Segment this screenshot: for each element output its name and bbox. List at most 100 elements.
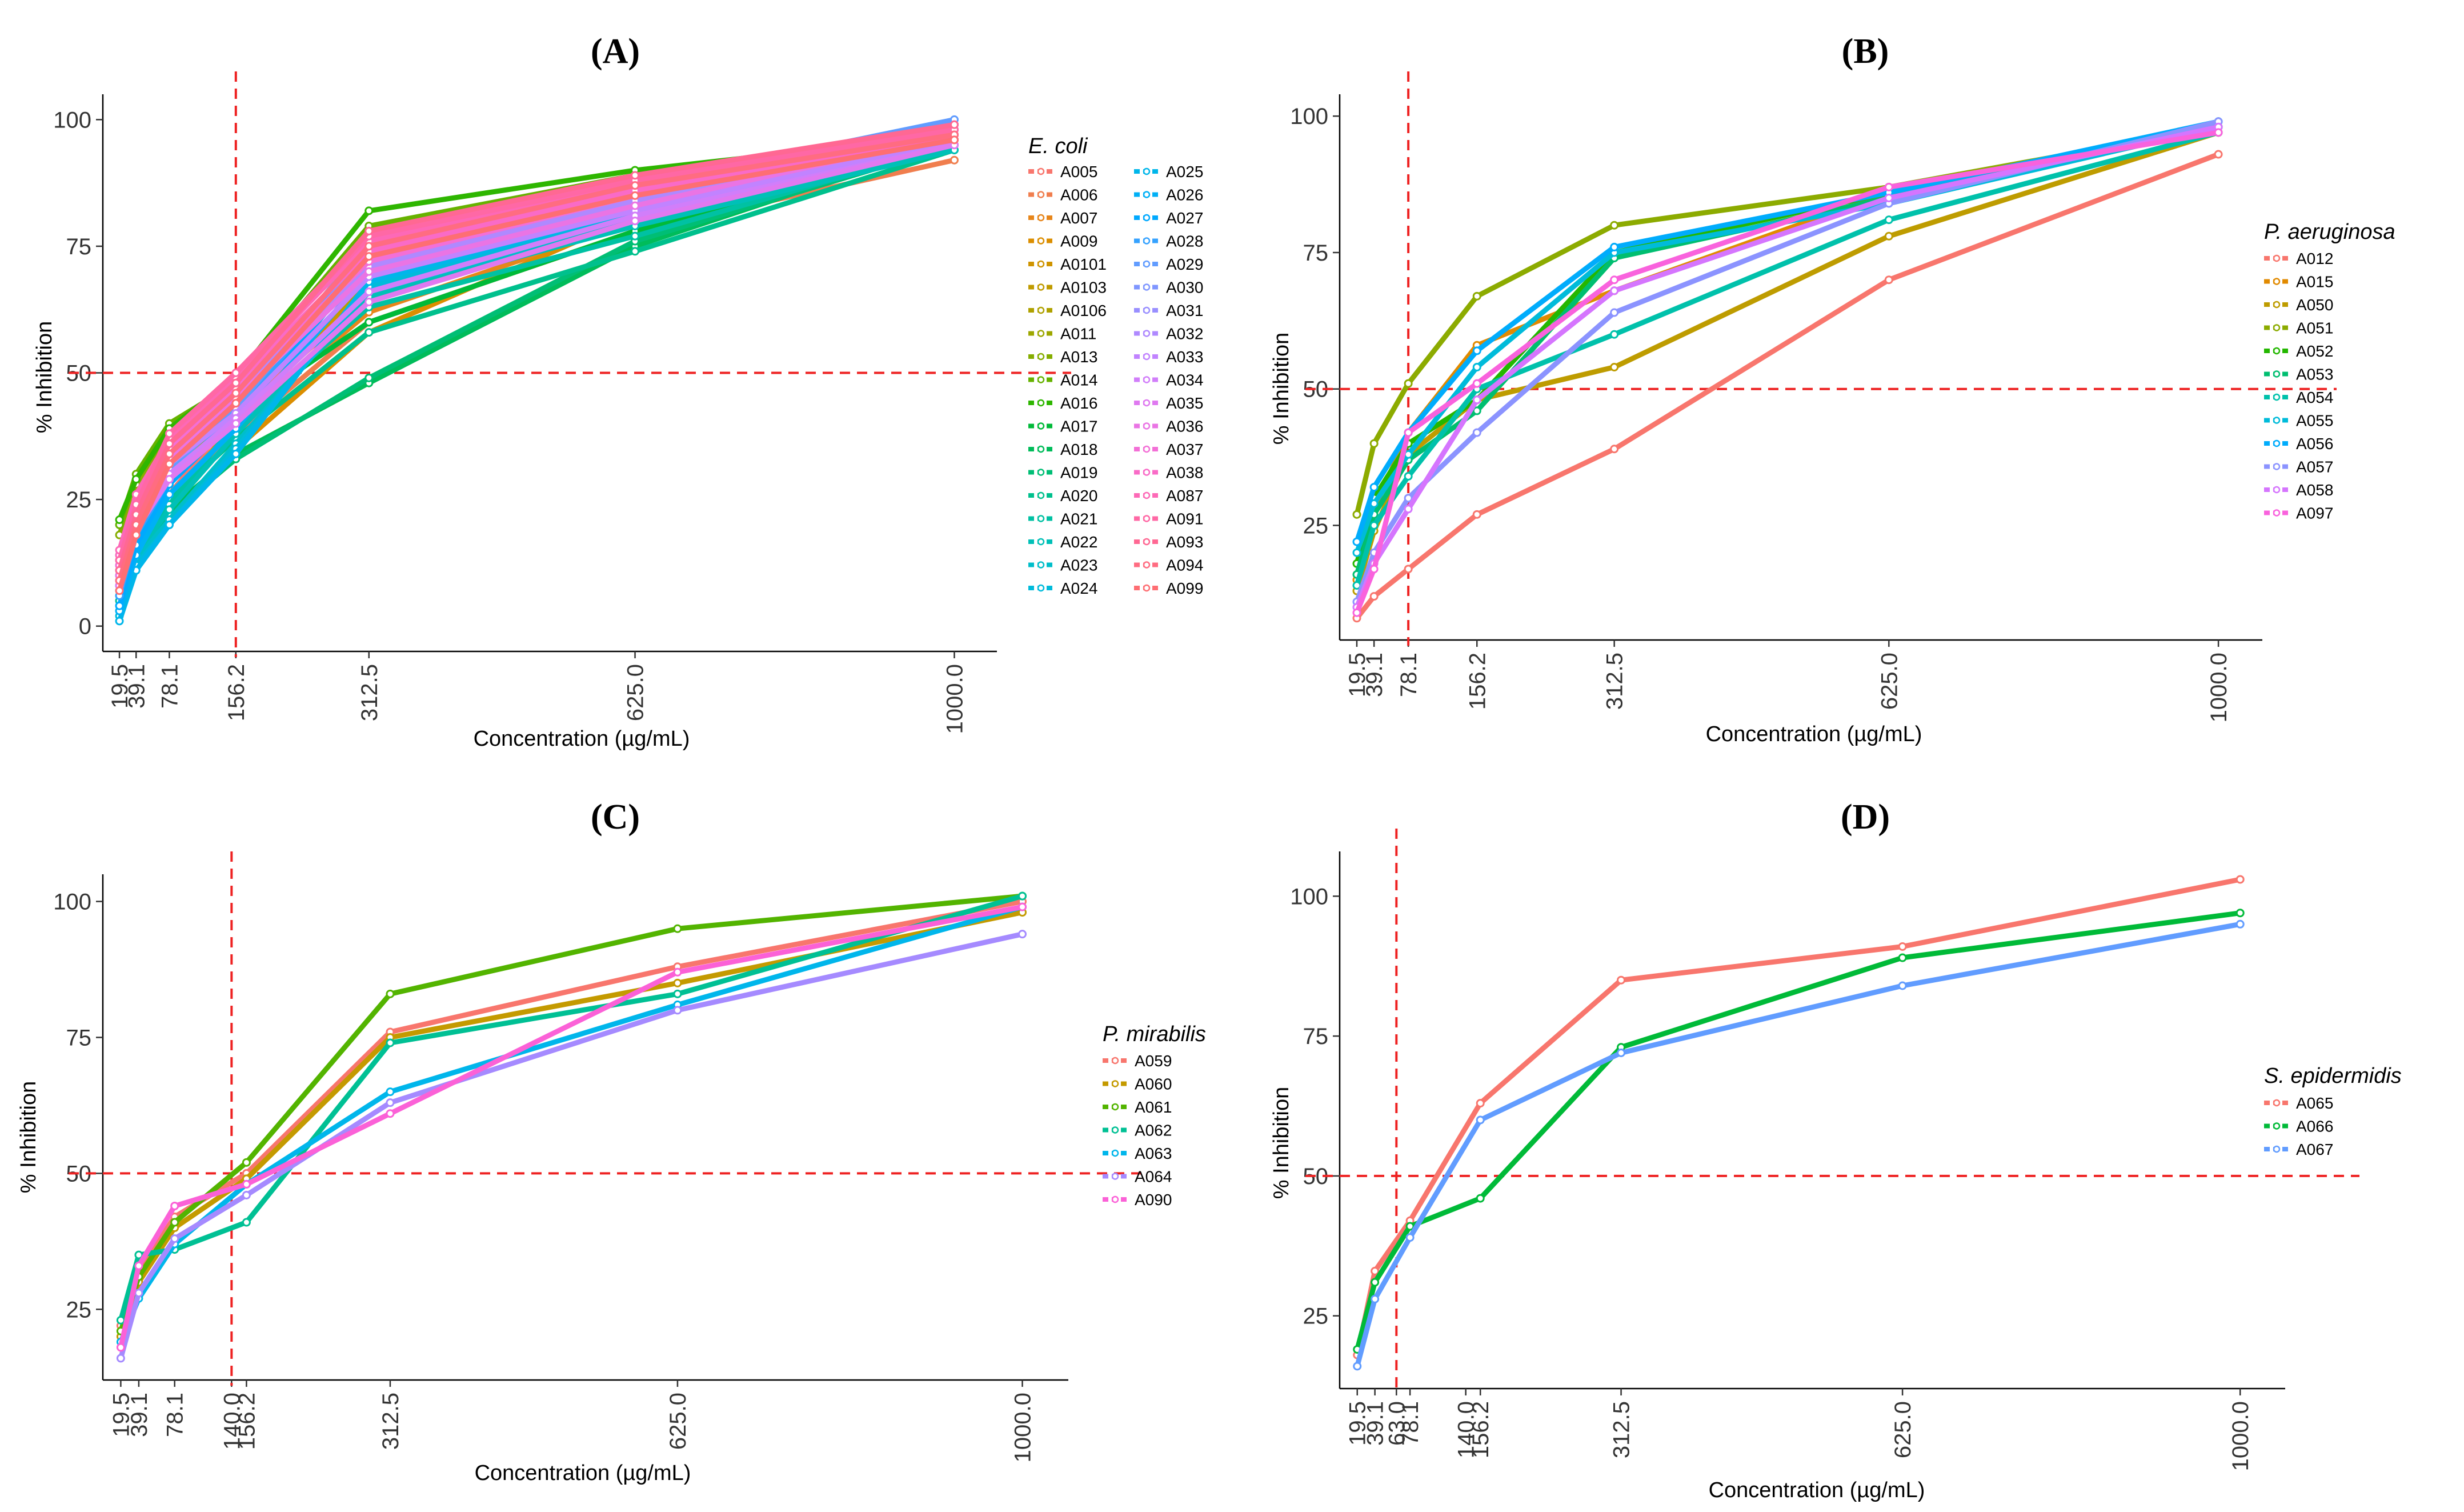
panel-c-x-tick-label: 625.0 — [666, 1393, 691, 1450]
panel-b-legend-title: P. aeruginosa — [2264, 220, 2395, 244]
panel-a-legend-item: A0101 — [1028, 255, 1107, 273]
panel-a-legend-label: A037 — [1166, 441, 1203, 458]
panel-c-point — [1018, 902, 1027, 911]
panel-c-point — [673, 978, 682, 987]
panel-b-y-tick-label: 25 — [1303, 513, 1329, 538]
panel-c-legend: A059 A060 A061 A062 A063 A064 A090 — [1103, 1052, 1172, 1209]
panel-d-legend-marker — [2273, 1122, 2281, 1130]
panel-c-series-a063 — [116, 902, 1027, 1346]
panel-c-point — [673, 924, 682, 933]
panel-b-legend-marker — [2273, 370, 2281, 378]
panel-a-point — [631, 171, 640, 180]
panel-a-point — [165, 505, 174, 514]
panel-a-legend-item: A011 — [1028, 325, 1096, 343]
panel-b-point — [1610, 286, 1619, 295]
panel-a-legend-marker — [1037, 191, 1045, 198]
panel-c-legend-marker — [1111, 1149, 1119, 1157]
panel-d-y-tick-label: 75 — [1303, 1024, 1329, 1049]
panel-a-legend-item: A022 — [1028, 533, 1097, 551]
panel-a-legend-item: A035 — [1134, 394, 1203, 412]
panel-d-x-tick-label: 63.0 — [1384, 1401, 1409, 1446]
panel-a-legend-marker — [1037, 306, 1045, 314]
panel-d-legend-item: A066 — [2264, 1118, 2333, 1135]
panel-b-point — [1404, 494, 1413, 503]
panel-d-point — [1617, 975, 1626, 985]
panel-a-legend-label: A027 — [1166, 209, 1203, 227]
panel-a-x-tick-label: 78.1 — [157, 664, 182, 709]
panel-a-point — [631, 181, 640, 190]
panel-b-legend-item: A054 — [2264, 389, 2333, 406]
panel-b-legend-marker — [2273, 393, 2281, 401]
panel-a-legend-marker — [1143, 445, 1151, 453]
panel-b-point — [1610, 221, 1619, 230]
panel-a-point — [115, 586, 124, 595]
panel-c-point — [134, 1261, 143, 1270]
panel-a-legend-marker — [1143, 422, 1151, 430]
panel-d-point — [1371, 1294, 1380, 1303]
panel-a-legend-marker — [1143, 561, 1151, 569]
panel-d-legend-label: A065 — [2296, 1094, 2333, 1112]
panel-c-legend-item: A061 — [1103, 1098, 1172, 1116]
panel-c-x-tick-label: 156.2 — [234, 1393, 259, 1450]
panel-c-point — [386, 989, 395, 998]
panel-a-legend-marker — [1037, 399, 1045, 407]
panel-c-legend-label: A059 — [1135, 1052, 1172, 1070]
panel-b-legend-marker — [2273, 324, 2281, 331]
panel-c-legend-label: A062 — [1135, 1122, 1172, 1139]
panel-b-legend-label: A052 — [2296, 342, 2333, 360]
panel-b-series-a051 — [1352, 122, 2223, 519]
panel-a-legend-label: A028 — [1166, 233, 1203, 250]
panel-b-point — [1472, 379, 1481, 388]
panel-b-line-a056 — [1354, 119, 2221, 545]
panel-b-point — [1884, 215, 1893, 225]
panel-c-x-tick-label: 19.5 — [109, 1393, 134, 1437]
panel-a-legend-marker — [1037, 376, 1045, 383]
panel-d-point — [1898, 981, 1907, 990]
panel-a-legend-item: A005 — [1028, 163, 1097, 181]
panel-a-legend-item: A017 — [1028, 418, 1097, 435]
panel-a-legend-label: A023 — [1060, 557, 1097, 574]
panel-a-legend-label: A038 — [1166, 464, 1203, 482]
panel-a-legend-marker — [1143, 515, 1151, 522]
panel-b-legend-marker — [2273, 509, 2281, 517]
panel-a-legend-item: A023 — [1028, 557, 1097, 574]
panel-a-legend-item: A093 — [1134, 533, 1203, 551]
panel-a-legend-label: A024 — [1060, 579, 1097, 597]
panel-d-x-tick-label: 78.1 — [1398, 1401, 1423, 1446]
panel-a-series-a099 — [115, 135, 959, 595]
panel-a-legend-label: A018 — [1060, 441, 1097, 458]
panel-b-x-tick-label: 78.1 — [1396, 653, 1421, 697]
panel-a-point — [949, 120, 959, 129]
panel-b-line-a053 — [1354, 119, 2221, 577]
panel-c-point — [170, 1218, 179, 1227]
panel-b-legend-marker — [2273, 439, 2281, 447]
panel-c-legend-marker — [1111, 1057, 1119, 1065]
panel-b-point — [1404, 379, 1413, 388]
panel-a-legend-marker — [1143, 376, 1151, 383]
panel-d-x-tick-label: 625.0 — [1890, 1401, 1916, 1458]
panel-b-legend-label: A058 — [2296, 481, 2333, 499]
panel-a-legend-label: A025 — [1166, 163, 1203, 181]
panel-b-legend-item: A055 — [2264, 412, 2333, 430]
panel-d-point — [2235, 875, 2245, 884]
panel-b-legend-marker — [2273, 347, 2281, 355]
panel-a-y-tick-label: 25 — [66, 487, 92, 513]
panel-b-point — [1472, 291, 1481, 301]
panel-a-x-tick-label: 39.1 — [124, 664, 149, 709]
panel-d-x-tick-label: 19.5 — [1345, 1401, 1371, 1446]
panel-a-legend-label: A014 — [1060, 371, 1097, 389]
panel-d-point — [1371, 1266, 1380, 1275]
panel-a-point — [115, 617, 124, 626]
panel-b-legend-item: A057 — [2264, 458, 2333, 476]
panel-b-legend-marker — [2273, 278, 2281, 285]
panel-b-y-tick-label: 100 — [1290, 104, 1328, 129]
panel-b-x-tick-label: 19.5 — [1345, 653, 1370, 697]
panel-c-point — [170, 1201, 179, 1210]
panel-a-point — [364, 318, 374, 327]
panel-b-series-a058 — [1352, 122, 2223, 612]
panel-a-legend-marker — [1037, 422, 1045, 430]
panel-c-legend-marker — [1111, 1195, 1119, 1203]
panel-b-x-tick-label: 312.5 — [1602, 653, 1628, 710]
